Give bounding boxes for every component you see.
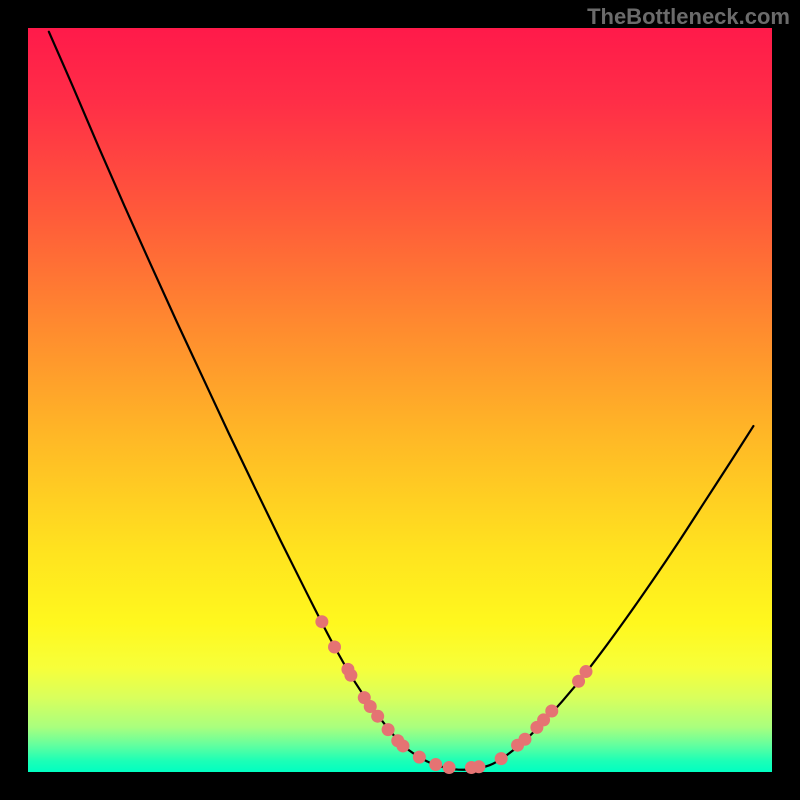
data-point (472, 760, 485, 773)
plot-background (28, 28, 772, 772)
chart-frame: TheBottleneck.com (0, 0, 800, 800)
data-point (328, 641, 341, 654)
data-point (396, 739, 409, 752)
bottleneck-chart (0, 0, 800, 800)
data-point (413, 751, 426, 764)
data-point (382, 723, 395, 736)
data-point (495, 752, 508, 765)
data-point (315, 615, 328, 628)
data-point (443, 761, 456, 774)
data-point (429, 758, 442, 771)
data-point (371, 710, 384, 723)
data-point (545, 704, 558, 717)
data-point (344, 669, 357, 682)
data-point (580, 665, 593, 678)
data-point (518, 733, 531, 746)
